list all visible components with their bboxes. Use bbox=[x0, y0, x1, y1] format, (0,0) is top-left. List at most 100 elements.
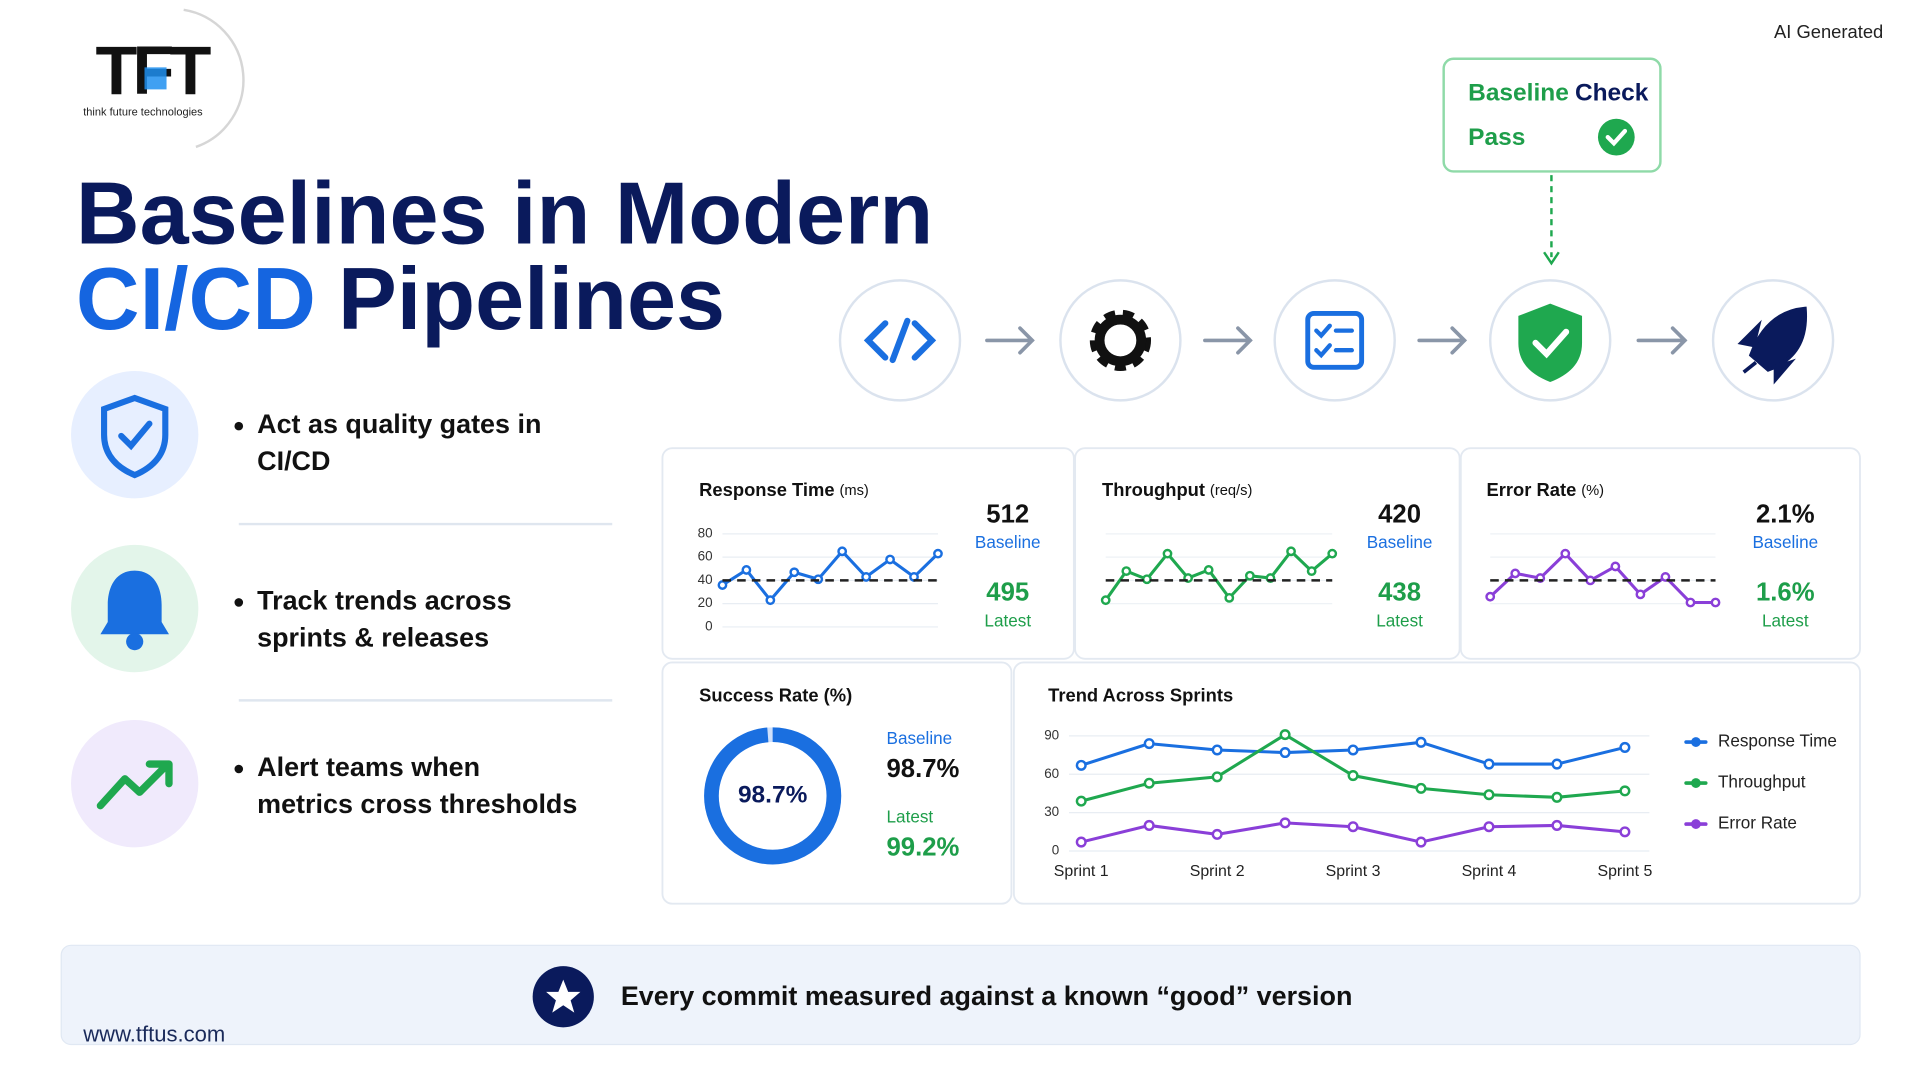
y-tick-label: 40 bbox=[698, 572, 713, 587]
point bbox=[1279, 817, 1291, 829]
point bbox=[1075, 836, 1087, 848]
point bbox=[1211, 828, 1223, 840]
point bbox=[1585, 575, 1596, 586]
check-card bbox=[1442, 57, 1662, 173]
point bbox=[1483, 789, 1495, 801]
baseline-value: 420 bbox=[1378, 500, 1421, 528]
rocket-icon bbox=[1737, 306, 1808, 385]
x-tick-label: Sprint 2 bbox=[1190, 863, 1245, 880]
check-icon bbox=[118, 420, 153, 451]
panel bbox=[1012, 661, 1861, 905]
baseline-label: Baseline bbox=[887, 728, 953, 748]
bullet-icon-bg bbox=[71, 371, 199, 499]
logo-arc bbox=[183, 8, 245, 149]
point bbox=[1510, 568, 1521, 579]
bullet-text: metrics cross thresholds bbox=[257, 789, 577, 819]
panel bbox=[1074, 447, 1461, 660]
point bbox=[1551, 819, 1563, 831]
legend-dot bbox=[1691, 737, 1701, 747]
point bbox=[1075, 795, 1087, 807]
point bbox=[1619, 741, 1631, 753]
point bbox=[1279, 747, 1291, 759]
point bbox=[1415, 836, 1427, 848]
bell-icon bbox=[100, 570, 169, 635]
point bbox=[1211, 744, 1223, 756]
title-line-1: Baselines in Modern bbox=[76, 164, 933, 263]
point bbox=[1142, 574, 1152, 585]
chart-title: Throughput (req/s) bbox=[1102, 479, 1252, 500]
x-tick-label: Sprint 5 bbox=[1597, 863, 1652, 880]
y-tick-label: 60 bbox=[698, 549, 713, 564]
shield-icon bbox=[101, 394, 169, 479]
chart-unit: (req/s) bbox=[1210, 483, 1252, 499]
trend-icon bbox=[96, 760, 173, 810]
legend-dot bbox=[1691, 778, 1701, 788]
point bbox=[1203, 565, 1214, 575]
bullet-text: Act as quality gates in bbox=[257, 409, 541, 439]
x-tick-label: Sprint 1 bbox=[1054, 863, 1109, 880]
baseline-value: 2.1% bbox=[1756, 500, 1815, 528]
point bbox=[1121, 566, 1132, 576]
point bbox=[1162, 548, 1173, 559]
point bbox=[1551, 791, 1563, 803]
code-icon bbox=[863, 317, 937, 364]
point bbox=[765, 595, 776, 606]
point bbox=[1485, 591, 1496, 602]
chart-title: Trend Across Sprints bbox=[1048, 685, 1233, 706]
ai-badge: AI Generated bbox=[1774, 21, 1883, 42]
point bbox=[1685, 597, 1696, 608]
legend-dot bbox=[1691, 819, 1701, 829]
point bbox=[1211, 771, 1223, 783]
chart-title-text: Error Rate bbox=[1487, 479, 1577, 500]
checklist-lines bbox=[1314, 323, 1354, 359]
point bbox=[1075, 759, 1087, 771]
title-line-2: CI/CD Pipelines bbox=[76, 249, 725, 348]
latest-value: 438 bbox=[1378, 579, 1421, 607]
bullet-text: sprints & releases bbox=[257, 622, 489, 652]
arrow bbox=[1203, 326, 1253, 355]
chart-title: Response Time (ms) bbox=[699, 479, 869, 500]
latest-value: 99.2% bbox=[887, 833, 960, 861]
footer-tagline: Every commit measured against a known “g… bbox=[621, 981, 1353, 1011]
bell-clapper bbox=[126, 633, 144, 651]
logo-tagline: think future technologies bbox=[83, 107, 203, 119]
point bbox=[1635, 589, 1646, 600]
star-icon bbox=[546, 979, 581, 1013]
series-line bbox=[1489, 552, 1716, 605]
point bbox=[1619, 785, 1631, 797]
point bbox=[1286, 546, 1296, 557]
status-badge bbox=[1597, 118, 1635, 156]
point bbox=[1143, 819, 1155, 831]
point bbox=[1306, 566, 1317, 576]
legend-label: Error Rate bbox=[1718, 813, 1797, 833]
point bbox=[1483, 758, 1495, 770]
chart-title: Success Rate (%) bbox=[699, 685, 852, 706]
y-tick-label: 60 bbox=[1044, 766, 1059, 781]
latest-label: Latest bbox=[1376, 611, 1423, 631]
check-word: Baseline bbox=[1468, 80, 1569, 107]
chart-title-text: Success Rate (%) bbox=[699, 685, 852, 706]
bullet-dot bbox=[234, 764, 244, 774]
point bbox=[1710, 597, 1721, 608]
stage-circle bbox=[1059, 279, 1182, 402]
latest-value: 495 bbox=[986, 579, 1029, 607]
arrow bbox=[1417, 326, 1468, 355]
gear-icon bbox=[1094, 314, 1147, 367]
chart-title: Error Rate (%) bbox=[1487, 479, 1605, 500]
point bbox=[1415, 782, 1427, 794]
connector-head bbox=[1543, 251, 1560, 266]
title-accent: CI/CD bbox=[76, 249, 316, 348]
series-line bbox=[721, 549, 940, 602]
arrow bbox=[1636, 326, 1688, 355]
chart-title-text: Throughput bbox=[1102, 479, 1205, 500]
latest-value: 1.6% bbox=[1756, 579, 1815, 607]
y-tick-label: 0 bbox=[705, 619, 712, 634]
bullet-dot bbox=[234, 598, 244, 607]
bullet-text: Alert teams when bbox=[257, 752, 480, 782]
point bbox=[717, 580, 728, 590]
y-tick-label: 90 bbox=[1044, 727, 1059, 742]
footer-band bbox=[60, 944, 1861, 1046]
point bbox=[1551, 758, 1563, 770]
point bbox=[1244, 570, 1255, 581]
point bbox=[933, 548, 943, 559]
